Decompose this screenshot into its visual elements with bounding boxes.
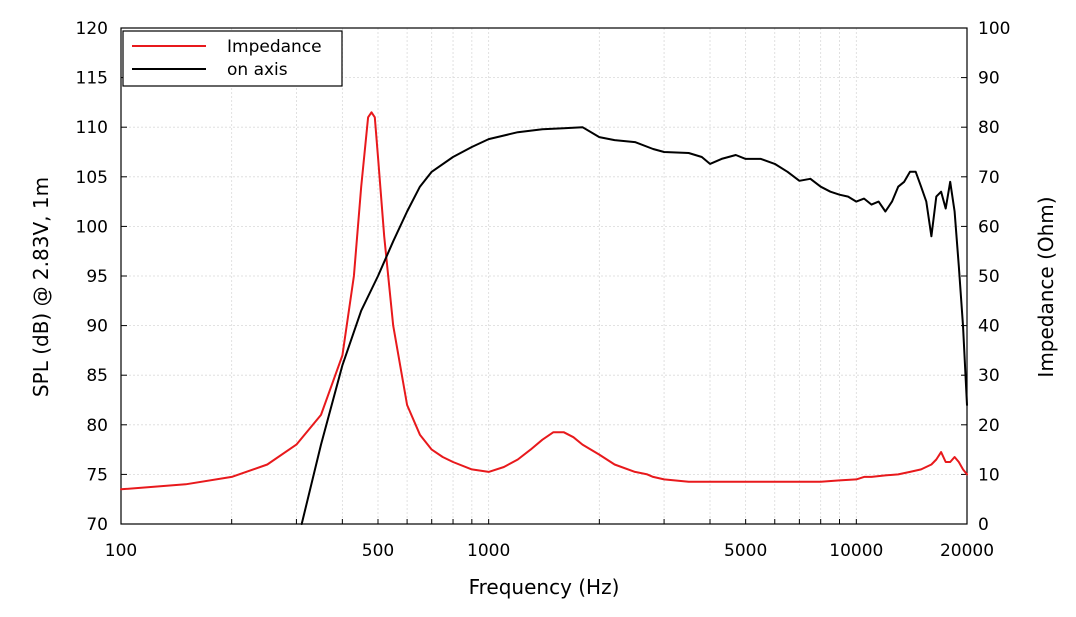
x-tick-label: 1000 — [467, 541, 510, 561]
plot-area-frame — [120, 27, 968, 525]
x-tick-label: 500 — [362, 541, 394, 561]
grid-lines — [121, 28, 967, 524]
series-line-impedance — [120, 111, 968, 491]
y-right-tick-label: 60 — [978, 217, 1000, 237]
y-left-tick-label: 85 — [86, 366, 108, 386]
x-axis-title: Frequency (Hz) — [469, 575, 620, 599]
y-right-tick-label: 100 — [978, 19, 1010, 39]
y-right-tick-label: 10 — [978, 465, 1000, 485]
y-left-tick-label: 75 — [86, 465, 108, 485]
y-right-tick-label: 20 — [978, 416, 1000, 436]
y-right-tick-label: 80 — [978, 118, 1000, 138]
y-left-tick-label: 80 — [86, 416, 108, 436]
x-tick-label: 100 — [105, 541, 137, 561]
y-left-tick-label: 120 — [76, 19, 108, 39]
y-left-tick-label: 110 — [76, 118, 108, 138]
y-right-tick-label: 40 — [978, 317, 1000, 337]
y-left-tick-label: 95 — [86, 267, 108, 287]
legend-box — [122, 30, 343, 87]
series-line-on-axis — [300, 126, 968, 525]
y-right-tick-label: 0 — [978, 515, 989, 535]
y-left-tick-label: 105 — [76, 168, 108, 188]
y-left-tick-label: 115 — [76, 69, 108, 89]
y-left-tick-label: 100 — [76, 217, 108, 237]
y-right-tick-label: 50 — [978, 267, 1000, 287]
tick-labels: 100 500 1000 5000 10000 200007075808590951001… — [76, 19, 1011, 561]
legend-label-on-axis: on axis — [227, 60, 288, 80]
y-right-tick-label: 30 — [978, 366, 1000, 386]
y-right-tick-label: 90 — [978, 69, 1000, 89]
y-axis-title-left: SPL (dB) @ 2.83V, 1m — [29, 177, 53, 397]
legend-label-impedance: Impedance — [227, 37, 322, 57]
legend: Impedance on axis — [122, 30, 343, 87]
x-tick-label: 10000 — [829, 541, 883, 561]
series-layer — [120, 111, 968, 525]
y-right-tick-label: 70 — [978, 168, 1000, 188]
y-left-tick-label: 90 — [86, 317, 108, 337]
x-tick-label: 20000 — [940, 541, 994, 561]
y-axis-title-right: Impedance (Ohm) — [1034, 196, 1058, 377]
x-tick-label: 5000 — [724, 541, 767, 561]
y-left-tick-label: 70 — [86, 515, 108, 535]
axis-ticks — [121, 27, 967, 525]
